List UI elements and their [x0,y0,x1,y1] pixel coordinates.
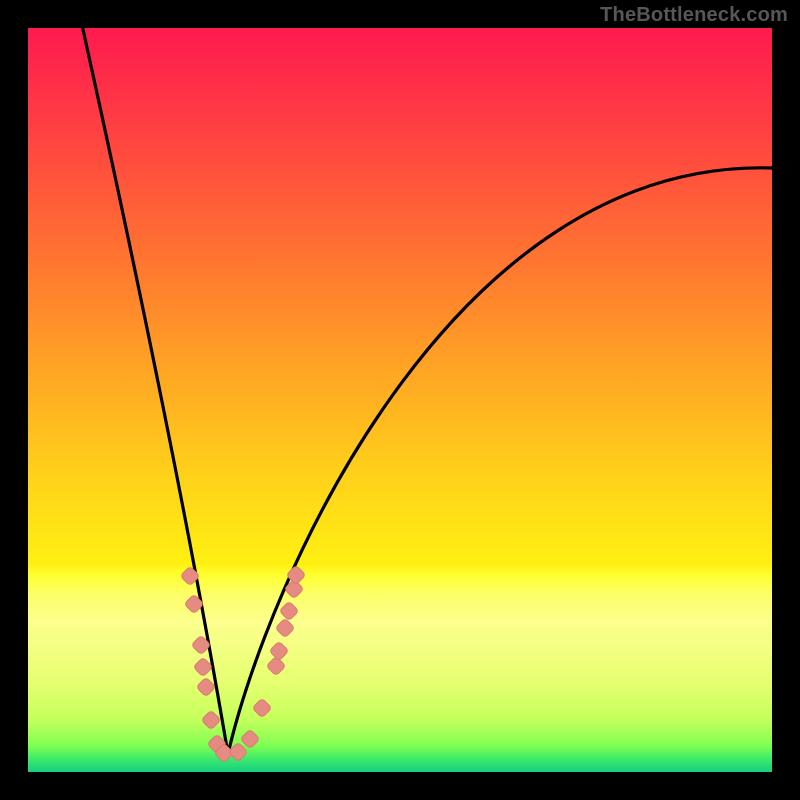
curve-marker [201,710,221,730]
curve-marker [196,677,216,697]
curve-marker [266,656,286,676]
curve-marker [269,641,289,661]
curve-marker [240,729,260,749]
chart-frame: TheBottleneck.com [0,0,800,800]
curve-marker [193,657,213,677]
curve-marker [275,618,295,638]
plot-area [28,28,772,772]
bottleneck-curve [80,28,772,754]
curve-marker [252,698,272,718]
curve-marker [279,601,299,621]
curve-layer [28,28,772,772]
watermark-text: TheBottleneck.com [600,4,788,27]
